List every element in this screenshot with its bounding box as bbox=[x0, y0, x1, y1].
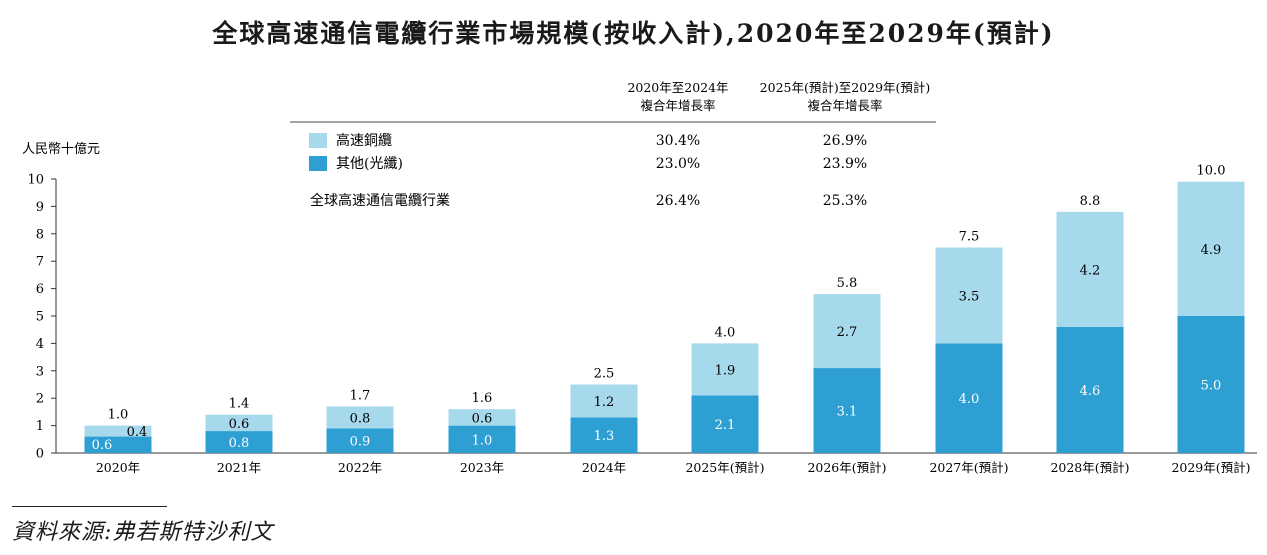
cagr-value: 23.0% bbox=[656, 156, 700, 172]
chart-title: 全球高速通信電纜行業市場規模(按收入計),2020年至2029年(預計) bbox=[212, 19, 1055, 48]
x-tick-label: 2023年 bbox=[460, 460, 504, 475]
cagr-row-label: 全球高速通信電纜行業 bbox=[310, 192, 450, 209]
x-tick-label: 2022年 bbox=[338, 460, 382, 475]
bar-segment-other bbox=[84, 436, 152, 453]
y-tick-label: 10 bbox=[27, 173, 44, 188]
data-label-copper: 1.2 bbox=[594, 395, 615, 410]
data-label-total: 1.7 bbox=[350, 388, 371, 403]
data-label-total: 4.0 bbox=[715, 325, 736, 340]
data-label-other: 4.0 bbox=[959, 392, 980, 407]
bar-segment-copper bbox=[326, 406, 394, 429]
data-label-copper: 0.6 bbox=[472, 411, 493, 426]
data-label-total: 1.4 bbox=[229, 397, 250, 412]
y-tick-label: 6 bbox=[36, 282, 44, 297]
cagr-header-period: 2025年(預計)至2029年(預計) bbox=[760, 80, 931, 95]
bar-segment-other bbox=[813, 368, 881, 453]
legend-swatch bbox=[309, 156, 327, 171]
data-label-total: 1.6 bbox=[472, 391, 493, 406]
x-tick-label: 2028年(預計) bbox=[1050, 460, 1129, 475]
bar-segment-other bbox=[1177, 316, 1245, 453]
y-tick-label: 9 bbox=[36, 200, 44, 215]
chart-canvas: 2020年至2024年複合年增長率2025年(預計)至2029年(預計)複合年增… bbox=[22, 80, 1257, 475]
x-tick-label: 2025年(預計) bbox=[685, 460, 764, 475]
y-tick-label: 5 bbox=[36, 310, 44, 325]
data-label-total: 5.8 bbox=[837, 276, 858, 291]
cagr-value: 26.9% bbox=[823, 133, 867, 149]
bar-segment-other bbox=[691, 395, 759, 453]
data-label-copper: 0.6 bbox=[229, 417, 250, 432]
data-label-copper: 2.7 bbox=[837, 325, 858, 340]
data-label-other: 0.9 bbox=[350, 435, 371, 450]
y-tick-label: 0 bbox=[36, 447, 44, 462]
source-note: 資料來源:弗若斯特沙利文 bbox=[12, 520, 274, 545]
data-label-total: 10.0 bbox=[1197, 164, 1226, 179]
y-tick-label: 3 bbox=[36, 364, 44, 379]
data-label-other: 3.1 bbox=[837, 405, 858, 420]
data-label-copper: 3.5 bbox=[959, 289, 980, 304]
cagr-header-label: 複合年增長率 bbox=[640, 98, 715, 113]
bar-segment-other bbox=[448, 425, 516, 453]
data-label-copper: 1.9 bbox=[715, 363, 736, 378]
cagr-value: 25.3% bbox=[823, 193, 867, 209]
x-tick-label: 2026年(預計) bbox=[807, 460, 886, 475]
cagr-value: 23.9% bbox=[823, 156, 867, 172]
bar-segment-copper bbox=[84, 425, 152, 437]
y-tick-label: 4 bbox=[36, 337, 44, 352]
x-tick-label: 2027年(預計) bbox=[929, 460, 1008, 475]
bar-segment-other bbox=[1056, 326, 1124, 453]
legend-swatch bbox=[309, 133, 327, 148]
data-label-total: 8.8 bbox=[1080, 194, 1101, 209]
bar-segment-copper bbox=[1177, 181, 1245, 316]
data-label-copper: 4.9 bbox=[1201, 243, 1222, 258]
y-tick-label: 7 bbox=[36, 255, 44, 270]
cagr-header-label: 複合年增長率 bbox=[807, 98, 882, 113]
data-label-copper: 4.2 bbox=[1080, 263, 1101, 278]
x-tick-label: 2021年 bbox=[217, 460, 261, 475]
bars: 0.6 0.4 1.0 2020年 0.8 0.6 1.4 2021年 0.9 0.8 1.7 202… bbox=[84, 164, 1251, 475]
data-label-other: 2.1 bbox=[715, 418, 736, 433]
y-tick-label: 2 bbox=[36, 392, 44, 407]
legend-label: 高速銅纜 bbox=[336, 132, 392, 149]
cagr-header-period: 2020年至2024年 bbox=[627, 80, 728, 95]
bar-segment-other bbox=[205, 431, 273, 453]
bar-segment-copper bbox=[448, 409, 516, 426]
bar-segment-other bbox=[935, 343, 1003, 453]
y-axis-label: 人民幣十億元 bbox=[22, 141, 100, 157]
x-tick-label: 2029年(預計) bbox=[1171, 460, 1250, 475]
data-label-other: 0.8 bbox=[229, 436, 250, 451]
bar-segment-copper bbox=[1056, 211, 1124, 327]
data-label-other: 5.0 bbox=[1201, 379, 1222, 394]
data-label-total: 2.5 bbox=[594, 367, 615, 382]
x-tick-label: 2020年 bbox=[96, 460, 140, 475]
data-label-other: 1.0 bbox=[472, 433, 493, 448]
bar-segment-copper bbox=[813, 294, 881, 369]
bar-segment-copper bbox=[205, 414, 273, 432]
source-divider bbox=[12, 506, 167, 507]
data-label-total: 1.0 bbox=[108, 408, 129, 423]
data-label-copper: 0.8 bbox=[350, 411, 371, 426]
x-tick-label: 2024年 bbox=[582, 460, 626, 475]
bar-segment-copper bbox=[570, 384, 638, 418]
y-tick-label: 8 bbox=[36, 227, 44, 242]
data-label-other: 1.3 bbox=[594, 429, 615, 444]
cagr-value: 30.4% bbox=[656, 133, 700, 149]
data-label-copper: 0.4 bbox=[127, 425, 148, 440]
legend-label: 其他(光纖) bbox=[336, 156, 403, 172]
y-tick-label: 1 bbox=[36, 419, 44, 434]
bar-segment-copper bbox=[691, 343, 759, 396]
bar-segment-other bbox=[570, 417, 638, 453]
data-label-other: 0.6 bbox=[92, 438, 113, 453]
bar-segment-copper bbox=[935, 247, 1003, 344]
bar-segment-other bbox=[326, 428, 394, 453]
cagr-value: 26.4% bbox=[656, 193, 700, 209]
data-label-total: 7.5 bbox=[959, 230, 980, 245]
cagr-table: 2020年至2024年複合年增長率2025年(預計)至2029年(預計)複合年增… bbox=[290, 80, 936, 209]
data-label-other: 4.6 bbox=[1080, 384, 1101, 399]
